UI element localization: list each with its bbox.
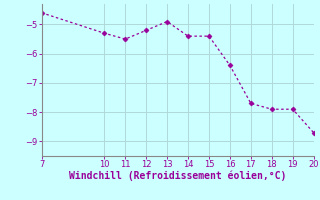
X-axis label: Windchill (Refroidissement éolien,°C): Windchill (Refroidissement éolien,°C) [69, 171, 286, 181]
